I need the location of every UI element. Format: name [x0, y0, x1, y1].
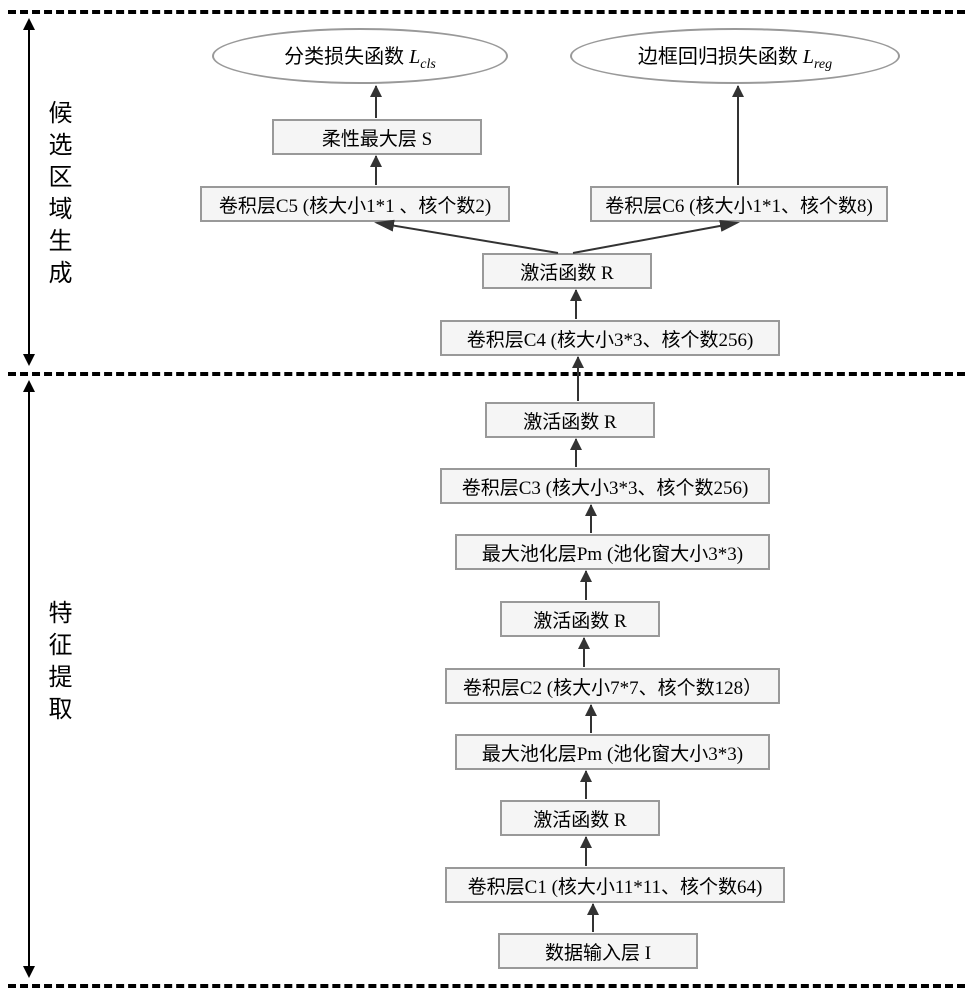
arrow-r3-to-c4 [577, 357, 579, 401]
arrow-c5-to-s [375, 156, 377, 185]
pool1-box: 最大池化层Pm (池化窗大小3*3) [455, 734, 770, 770]
dashed-line-bot [8, 984, 965, 988]
relu1-box: 激活函数 R [500, 800, 660, 836]
dashed-line-top [8, 10, 965, 14]
conv1-box: 卷积层C1 (核大小11*11、核个数64) [445, 867, 785, 903]
conv3-box: 卷积层C3 (核大小3*3、核个数256) [440, 468, 770, 504]
diagram-container: 候选区域生成 特征提取 分类损失函数 Lcls 边框回归损失函数 Lreg 柔性… [0, 0, 973, 1000]
loss-reg-text: 边框回归损失函数 Lreg [638, 40, 832, 73]
conv2-box: 卷积层C2 (核大小7*7、核个数128） [445, 668, 780, 704]
arrow-c2-to-r2 [583, 638, 585, 667]
arrow-pm2-to-c3 [590, 505, 592, 533]
arrow-c6-to-reg [737, 86, 739, 185]
arrow-r4-to-c5 [370, 195, 570, 260]
arrow-c3-to-r3 [575, 439, 577, 467]
arrow-input-to-c1 [592, 904, 594, 932]
input-box: 数据输入层 I [498, 933, 698, 969]
arrow-r4-to-c6 [568, 195, 758, 260]
arrow-r2-to-pm2 [585, 571, 587, 600]
section-label-lower: 特征提取 [40, 600, 75, 728]
pool2-box: 最大池化层Pm (池化窗大小3*3) [455, 534, 770, 570]
section-label-upper: 候选区域生成 [40, 100, 75, 292]
loss-cls-text: 分类损失函数 Lcls [284, 40, 436, 73]
arrow-r1-to-pm1 [585, 771, 587, 799]
section-arrow-upper [22, 18, 36, 366]
section-arrow-lower [22, 380, 36, 978]
arrow-c4-to-r4 [575, 290, 577, 319]
arrow-c1-to-r1 [585, 837, 587, 866]
dashed-line-mid [8, 372, 965, 376]
conv4-box: 卷积层C4 (核大小3*3、核个数256) [440, 320, 780, 356]
arrow-s-to-cls [375, 86, 377, 118]
loss-cls-oval: 分类损失函数 Lcls [212, 28, 508, 84]
relu3-box: 激活函数 R [485, 402, 655, 438]
loss-reg-oval: 边框回归损失函数 Lreg [570, 28, 900, 84]
relu2-box: 激活函数 R [500, 601, 660, 637]
arrow-pm1-to-c2 [590, 705, 592, 733]
softmax-box: 柔性最大层 S [272, 119, 482, 155]
